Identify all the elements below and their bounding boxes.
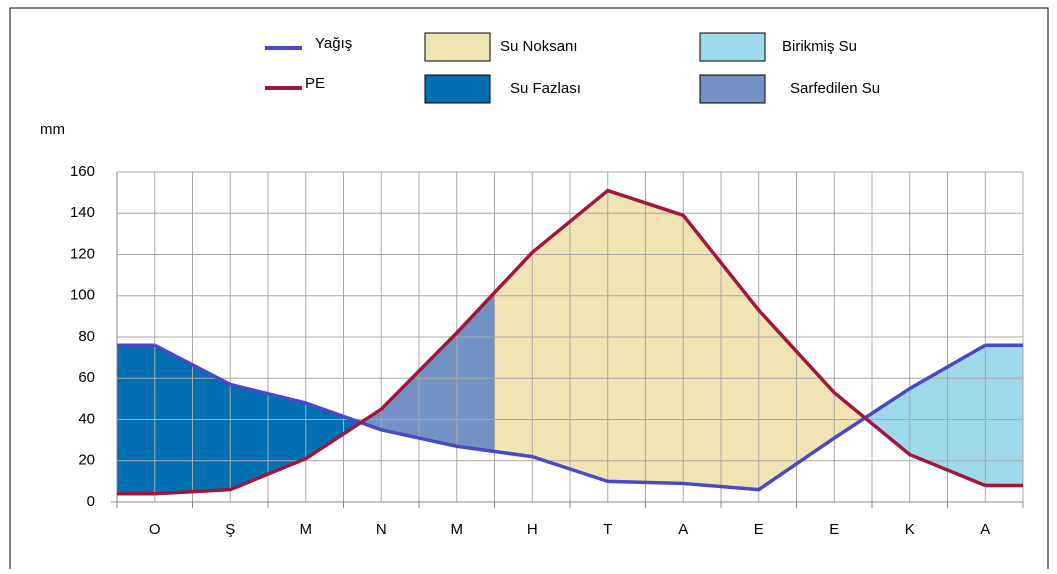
x-tick-label: A: [980, 521, 990, 538]
x-tick-label: K: [905, 521, 915, 538]
y-tick-label: 100: [70, 287, 95, 304]
legend-label: Birikmiş Su: [782, 38, 857, 55]
legend-swatch: [424, 32, 491, 62]
legend-swatch: [699, 74, 766, 104]
legend-swatch: [424, 74, 491, 104]
area: [865, 345, 1023, 486]
series-line: [154, 188, 986, 496]
legend-label: Su Fazlası: [510, 80, 581, 97]
legend-label: Sarfedilen Su: [790, 80, 880, 97]
x-tick-label: E: [829, 521, 839, 538]
x-tick-label: O: [149, 521, 161, 538]
y-tick-label: 20: [78, 452, 95, 469]
x-tick-label: Ş: [225, 521, 235, 538]
x-tick-label: T: [603, 521, 612, 538]
y-tick-label: 40: [78, 410, 95, 427]
y-tick-label: 140: [70, 204, 95, 221]
area: [494, 190, 866, 490]
series-line: [153, 343, 987, 492]
legend-label: Su Noksanı: [500, 38, 578, 55]
y-tick-label: 120: [70, 245, 95, 262]
legend-label: Yağış: [315, 35, 352, 52]
x-tick-label: M: [300, 521, 313, 538]
y-tick-label: 60: [78, 369, 95, 386]
area: [360, 292, 495, 452]
x-tick-label: N: [376, 521, 387, 538]
x-tick-label: E: [754, 521, 764, 538]
y-tick-label: 160: [70, 163, 95, 180]
y-tick-label: 80: [78, 328, 95, 345]
y-axis-label: mm: [40, 121, 65, 138]
x-tick-label: M: [451, 521, 464, 538]
legend-swatch: [699, 32, 766, 62]
x-tick-label: A: [678, 521, 688, 538]
legend-label: PE: [305, 75, 325, 92]
x-tick-label: H: [527, 521, 538, 538]
y-tick-label: 0: [87, 493, 95, 510]
